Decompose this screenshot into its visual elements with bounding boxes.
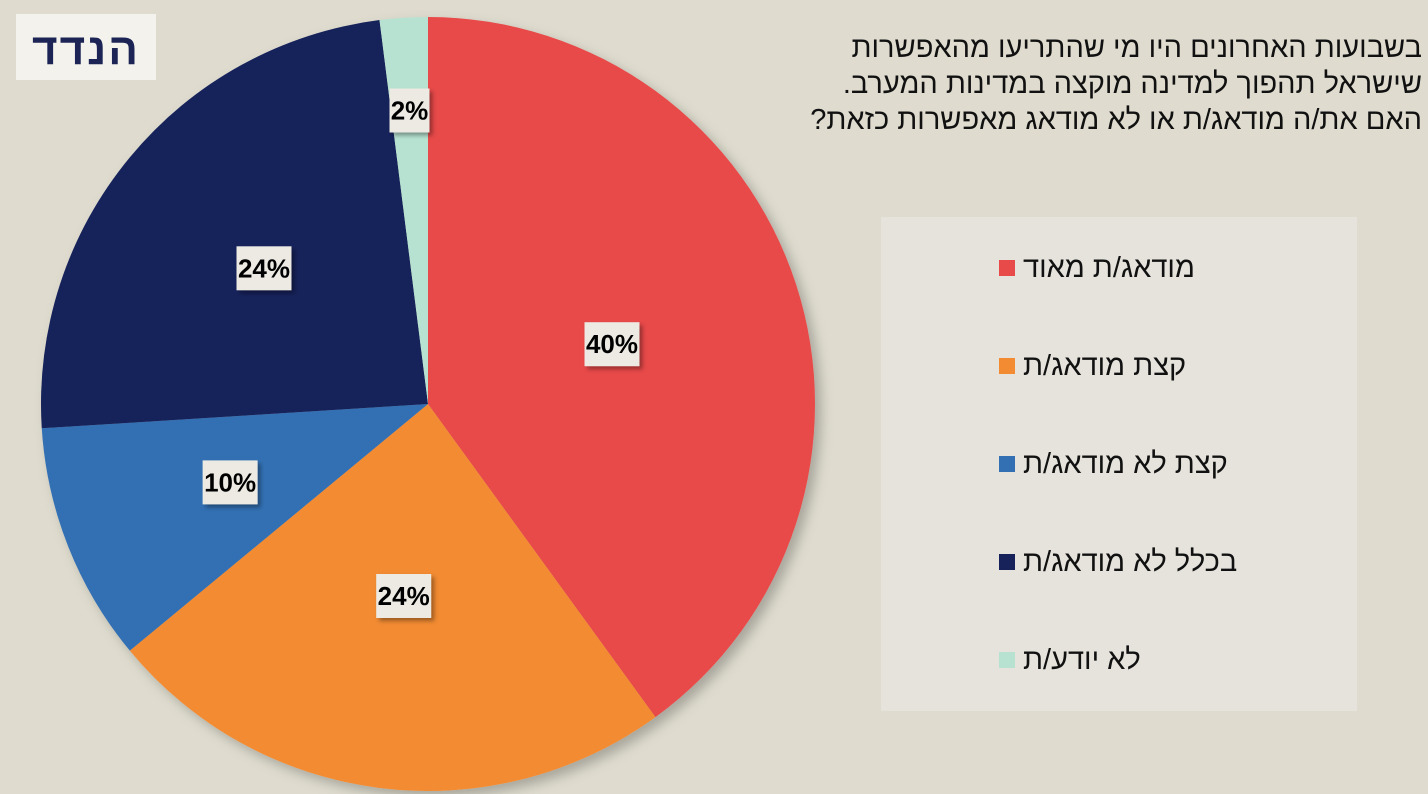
data-label-dont-know: 2% [389, 88, 430, 133]
pie-slice-somewhat-not-worried [41, 404, 428, 651]
title-line-1: בשבועות האחרונים היו מי שהתריעו מהאפשרות [851, 32, 1422, 64]
data-label-box [236, 246, 292, 291]
data-label-text: 2% [391, 96, 429, 126]
legend-item-dont-know: לא יודע/ת [999, 643, 1141, 676]
data-label-box [376, 574, 432, 618]
pie-slice-very-worried [428, 17, 815, 718]
title-line-2: שישראל תהפוך למדינה מוקצה במדינות המערב. [842, 68, 1422, 100]
logo-graphic: הנדד [32, 25, 140, 74]
legend-swatch-very-worried [999, 260, 1015, 276]
data-label-box [584, 322, 640, 367]
data-label-text: 10% [204, 467, 256, 497]
pie-slice-not-worried-at-all [40, 20, 429, 429]
data-label-somewhat-not-worried: 10% [202, 460, 258, 505]
legend-swatch-not-worried-at-all [999, 554, 1015, 570]
logo-text: הנדד [32, 25, 140, 74]
chart-title: בשבועות האחרונים היו מי שהתריעו מהאפשרות… [702, 30, 1422, 138]
data-label-text: 24% [378, 581, 430, 611]
pie-slices [40, 17, 815, 791]
legend-swatch-somewhat-not-worried [999, 456, 1015, 472]
legend-label-dont-know: לא יודע/ת [1023, 643, 1141, 676]
data-label-somewhat-worried: 24% [376, 574, 432, 618]
pie-labels: 40% 24% 10% 24% 2% [202, 88, 640, 618]
legend-item-somewhat-worried: קצת מודאג/ת [999, 349, 1187, 382]
legend-label-somewhat-not-worried: קצת לא מודאג/ת [1023, 447, 1228, 480]
data-label-box [202, 460, 258, 505]
data-label-box [389, 88, 430, 133]
legend-item-somewhat-not-worried: קצת לא מודאג/ת [999, 447, 1228, 480]
logo: הנדד [16, 14, 156, 80]
legend-item-not-worried-at-all: בכלל לא מודאג/ת [999, 545, 1238, 578]
legend-swatch-dont-know [999, 652, 1015, 668]
legend: מודאג/ת מאוד קצת מודאג/ת קצת לא מודאג/ת … [881, 217, 1357, 711]
legend-swatch-somewhat-worried [999, 358, 1015, 374]
legend-label-very-worried: מודאג/ת מאוד [1023, 251, 1195, 284]
data-label-text: 40% [586, 329, 638, 359]
legend-label-not-worried-at-all: בכלל לא מודאג/ת [1023, 545, 1238, 578]
legend-item-very-worried: מודאג/ת מאוד [999, 251, 1195, 284]
legend-label-somewhat-worried: קצת מודאג/ת [1023, 349, 1187, 382]
title-line-3: האם את/ה מודאג/ת או לא מודאג מאפשרות כזא… [810, 104, 1422, 136]
data-label-not-worried-at-all: 24% [236, 246, 292, 291]
data-label-very-worried: 40% [584, 322, 640, 367]
data-label-text: 24% [238, 253, 290, 283]
